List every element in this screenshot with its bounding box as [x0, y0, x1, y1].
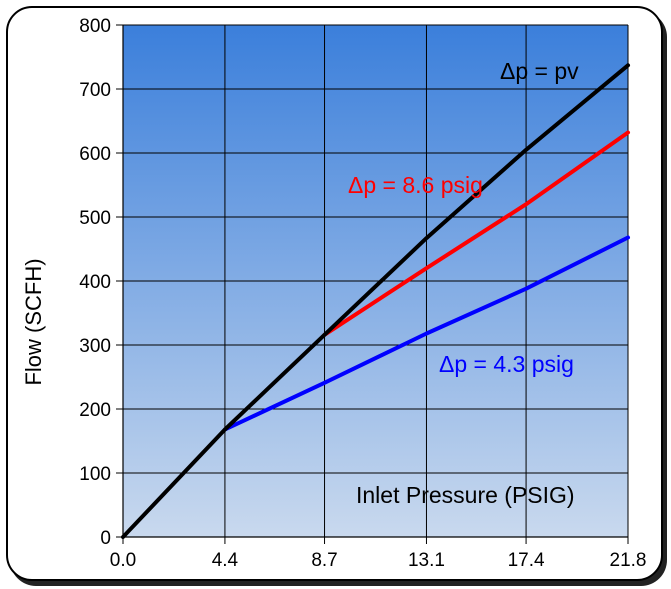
y-tick-label: 600: [79, 144, 111, 165]
y-tick-label: 500: [79, 208, 111, 229]
x-tick-label: 4.4: [212, 550, 239, 571]
x-tick-label: 17.4: [508, 550, 545, 571]
x-tick-label: 8.7: [311, 550, 337, 571]
series-lines: [121, 63, 630, 539]
y-tick-label: 700: [79, 80, 111, 101]
x-tick-labels: 0.0 4.4 8.7 13.1 17.4 21.8: [110, 550, 647, 571]
x-axis-title: Inlet Pressure (PSIG): [356, 482, 575, 508]
x-tick-label: 21.8: [610, 550, 647, 571]
series-line-p-8-6-psig: [322, 130, 630, 337]
annotation-8-6-psig: Δp = 8.6 psig: [348, 172, 483, 198]
y-tick-label: 0: [100, 528, 111, 549]
y-tick-label: 100: [79, 464, 111, 485]
series-line-p-pv: [121, 63, 630, 539]
y-tick-label: 200: [79, 400, 111, 421]
x-tick-label: 0.0: [110, 550, 136, 571]
y-axis-title: Flow (SCFH): [21, 258, 46, 385]
axes: [116, 24, 629, 544]
y-tick-label: 400: [79, 272, 111, 293]
y-tick-labels: 0 100 200 300 400 500 600 700 800: [79, 16, 111, 549]
x-tick-label: 13.1: [408, 550, 445, 571]
series-line-p-4-3-psig: [222, 235, 630, 432]
y-tick-label: 300: [79, 336, 111, 357]
y-tick-label: 800: [79, 16, 111, 37]
annotation-4-3-psig: Δp = 4.3 psig: [439, 351, 574, 377]
annotation-pv: Δp = pv: [500, 58, 579, 84]
